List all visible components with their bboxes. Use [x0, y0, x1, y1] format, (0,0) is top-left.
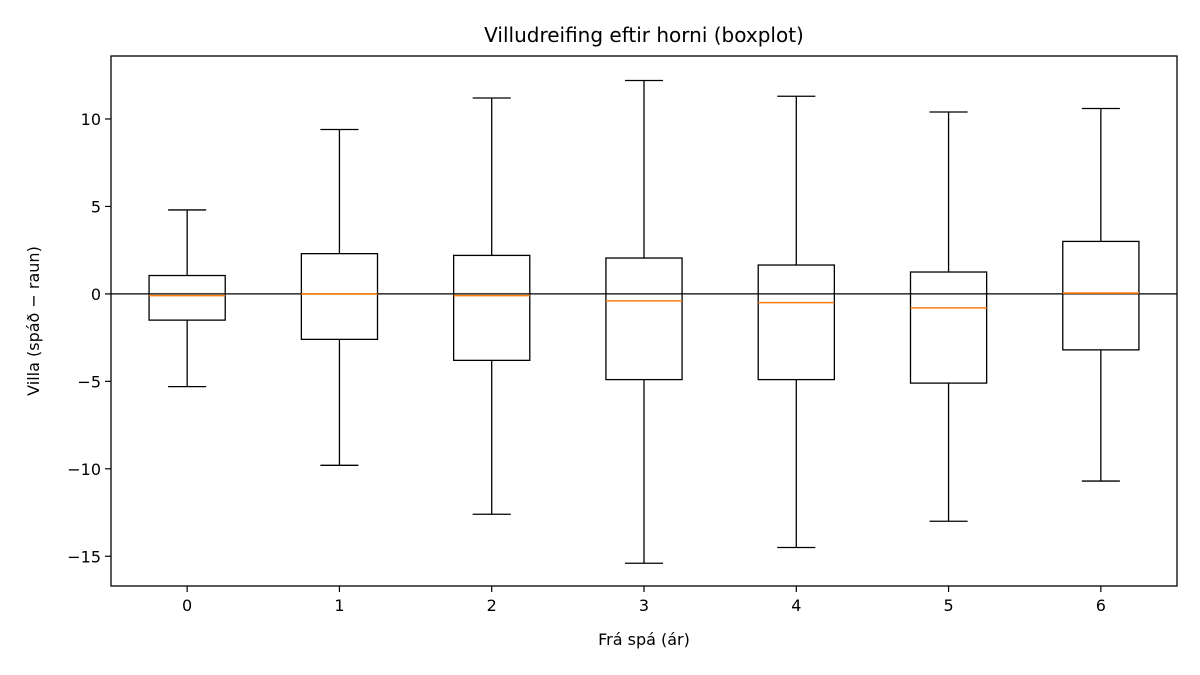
box-group-2	[452, 97, 531, 515]
y-tick-label: 10	[81, 110, 101, 129]
x-tick-label: 2	[487, 596, 497, 615]
y-tick-label: −15	[67, 547, 101, 566]
box-iqr	[757, 264, 836, 381]
box-iqr	[605, 257, 683, 381]
y-tick-label: −5	[77, 372, 101, 391]
box-group-5	[909, 111, 988, 522]
box-iqr	[1062, 240, 1140, 351]
box-group-4	[757, 95, 836, 549]
x-tick-label: 3	[639, 596, 649, 615]
chart-title: Villudreifing eftir horni (boxplot)	[484, 23, 804, 47]
y-tick-label: 5	[91, 197, 101, 216]
y-tick-label: 0	[91, 285, 101, 304]
box-iqr	[148, 274, 226, 321]
x-tick-label: 5	[943, 596, 953, 615]
box-group-1	[300, 128, 379, 466]
x-tick-label: 6	[1096, 596, 1106, 615]
y-tick-label: −10	[67, 460, 101, 479]
x-tick-label: 0	[182, 596, 192, 615]
box-group-0	[148, 209, 226, 388]
box-iqr	[909, 271, 988, 384]
box-group-6	[1062, 107, 1140, 482]
x-axis-label: Frá spá (ár)	[598, 630, 690, 649]
y-axis-label: Villa (spáð − raun)	[24, 246, 43, 396]
box-iqr	[452, 254, 531, 362]
x-tick-label: 1	[334, 596, 344, 615]
box-iqr	[300, 253, 379, 341]
plot-area	[111, 79, 1177, 564]
box-group-3	[605, 79, 683, 564]
x-tick-label: 4	[791, 596, 801, 615]
